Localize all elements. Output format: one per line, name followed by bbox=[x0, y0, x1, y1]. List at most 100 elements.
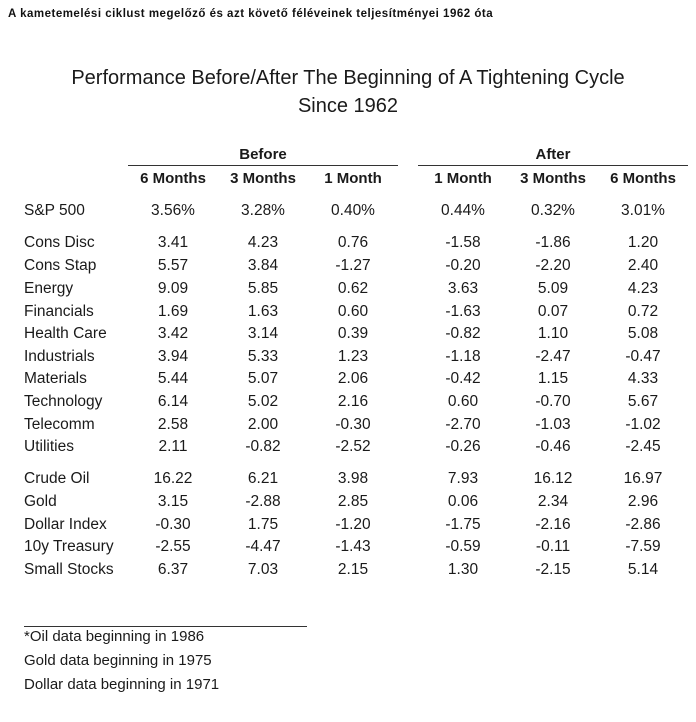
table-cell: -0.42 bbox=[445, 370, 481, 387]
table-cell: 4.23 bbox=[627, 280, 659, 297]
table-cell: -1.27 bbox=[335, 257, 371, 274]
table-cell: 7.03 bbox=[247, 561, 279, 578]
table-cell: 1.10 bbox=[537, 325, 569, 342]
table-cell: -1.75 bbox=[445, 516, 481, 533]
table-cell: -1.18 bbox=[445, 348, 481, 365]
table-cell: 1.63 bbox=[247, 303, 279, 320]
table-cell: -2.15 bbox=[535, 561, 571, 578]
table-cell: 16.12 bbox=[533, 470, 573, 487]
table-cell: 0.39 bbox=[337, 325, 369, 342]
table-row: Technology 6.14 5.02 2.16 0.60 -0.70 5.67 bbox=[0, 393, 696, 415]
table-cell: -0.30 bbox=[335, 416, 371, 433]
row-label: Financials bbox=[24, 303, 94, 320]
table-cell: 0.44% bbox=[441, 202, 485, 219]
table-cell: -2.47 bbox=[535, 348, 571, 365]
table-cell: 1.75 bbox=[247, 516, 279, 533]
table-cell: 1.20 bbox=[627, 234, 659, 251]
table-cell: -1.20 bbox=[335, 516, 371, 533]
table-cell: 0.60 bbox=[447, 393, 479, 410]
table-cell: -1.58 bbox=[445, 234, 481, 251]
table-cell: 2.34 bbox=[537, 493, 569, 510]
table-cell: -1.63 bbox=[445, 303, 481, 320]
table-row: Utilities 2.11 -0.82 -2.52 -0.26 -0.46 -2.45 bbox=[0, 438, 696, 460]
table-row: Cons Disc 3.41 4.23 0.76 -1.58 -1.86 1.20 bbox=[0, 234, 696, 256]
table-cell: 5.09 bbox=[537, 280, 569, 297]
row-label: Industrials bbox=[24, 348, 95, 365]
table-cell: 6.14 bbox=[157, 393, 189, 410]
table-row: Dollar Index -0.30 1.75 -1.20 -1.75 -2.16 -2.8… bbox=[0, 516, 696, 538]
table-row: S&P 500 3.56% 3.28% 0.40% 0.44% 0.32% 3.01% bbox=[0, 202, 696, 224]
table-cell: -0.59 bbox=[445, 538, 481, 555]
table-cell: 3.56% bbox=[151, 202, 195, 219]
table-cell: 0.32% bbox=[531, 202, 575, 219]
table-cell: 7.93 bbox=[447, 470, 479, 487]
table-cell: 3.41 bbox=[157, 234, 189, 251]
group-rule-before bbox=[128, 165, 398, 166]
table-row: 10y Treasury -2.55 -4.47 -1.43 -0.59 -0.11 -7.… bbox=[0, 538, 696, 560]
row-label: Crude Oil bbox=[24, 470, 90, 487]
table-row: Materials 5.44 5.07 2.06 -0.42 1.15 4.33 bbox=[0, 370, 696, 392]
table-cell: 5.44 bbox=[157, 370, 189, 387]
table-subtitle: Since 1962 bbox=[297, 95, 399, 117]
row-label: Gold bbox=[24, 493, 57, 510]
row-label: Health Care bbox=[24, 325, 107, 342]
table-cell: -1.43 bbox=[335, 538, 371, 555]
row-label: Utilities bbox=[24, 438, 74, 455]
table-row: Health Care 3.42 3.14 0.39 -0.82 1.10 5.08 bbox=[0, 325, 696, 347]
table-cell: 0.07 bbox=[537, 303, 569, 320]
table-cell: -0.30 bbox=[155, 516, 191, 533]
table-cell: 5.67 bbox=[627, 393, 659, 410]
table-cell: 9.09 bbox=[157, 280, 189, 297]
table-cell: -2.55 bbox=[155, 538, 191, 555]
table-row: Cons Stap 5.57 3.84 -1.27 -0.20 -2.20 2.40 bbox=[0, 257, 696, 279]
table-cell: 2.15 bbox=[337, 561, 369, 578]
table-cell: 3.94 bbox=[157, 348, 189, 365]
row-label: Small Stocks bbox=[24, 561, 114, 578]
table-cell: 4.23 bbox=[247, 234, 279, 251]
table-cell: -2.86 bbox=[625, 516, 661, 533]
table-row: Industrials 3.94 5.33 1.23 -1.18 -2.47 -0.47 bbox=[0, 348, 696, 370]
table-cell: 0.76 bbox=[337, 234, 369, 251]
row-label: Technology bbox=[24, 393, 103, 410]
group-header-after: After bbox=[535, 146, 571, 163]
footnote: *Oil data beginning in 1986 bbox=[24, 628, 205, 645]
table-cell: 1.23 bbox=[337, 348, 369, 365]
table-row: Small Stocks 6.37 7.03 2.15 1.30 -2.15 5.14 bbox=[0, 561, 696, 583]
table-cell: -1.86 bbox=[535, 234, 571, 251]
column-header: 1 Month bbox=[434, 170, 492, 187]
row-label: Cons Disc bbox=[24, 234, 95, 251]
table-cell: 5.07 bbox=[247, 370, 279, 387]
table-cell: -2.45 bbox=[625, 438, 661, 455]
row-label: Dollar Index bbox=[24, 516, 107, 533]
table-cell: 5.57 bbox=[157, 257, 189, 274]
table-cell: -1.03 bbox=[535, 416, 571, 433]
table-cell: 5.02 bbox=[247, 393, 279, 410]
footnote: Dollar data beginning in 1971 bbox=[24, 676, 220, 693]
table-cell: 5.08 bbox=[627, 325, 659, 342]
table-cell: 5.33 bbox=[247, 348, 279, 365]
table-row: Telecomm 2.58 2.00 -0.30 -2.70 -1.03 -1.02 bbox=[0, 416, 696, 438]
table-cell: 16.97 bbox=[623, 470, 663, 487]
table-cell: 6.37 bbox=[157, 561, 189, 578]
group-header-before: Before bbox=[239, 146, 287, 163]
row-label: S&P 500 bbox=[24, 202, 85, 219]
table-row: Financials 1.69 1.63 0.60 -1.63 0.07 0.72 bbox=[0, 303, 696, 325]
footnote: Gold data beginning in 1975 bbox=[24, 652, 212, 669]
table-cell: 0.62 bbox=[337, 280, 369, 297]
table-cell: 2.16 bbox=[337, 393, 369, 410]
row-label: Cons Stap bbox=[24, 257, 97, 274]
table-cell: -2.52 bbox=[335, 438, 371, 455]
table-cell: -2.88 bbox=[245, 493, 281, 510]
table-cell: 3.28% bbox=[241, 202, 285, 219]
footnote-rule bbox=[24, 626, 307, 627]
table-cell: 5.14 bbox=[627, 561, 659, 578]
table-cell: 1.69 bbox=[157, 303, 189, 320]
table-cell: -1.02 bbox=[625, 416, 661, 433]
table-cell: -0.70 bbox=[535, 393, 571, 410]
table-cell: 3.84 bbox=[247, 257, 279, 274]
table-row: Gold 3.15 -2.88 2.85 0.06 2.34 2.96 bbox=[0, 493, 696, 515]
table-cell: 2.85 bbox=[337, 493, 369, 510]
column-header: 6 Months bbox=[140, 170, 206, 187]
table-cell: 0.06 bbox=[447, 493, 479, 510]
row-label: Telecomm bbox=[24, 416, 95, 433]
